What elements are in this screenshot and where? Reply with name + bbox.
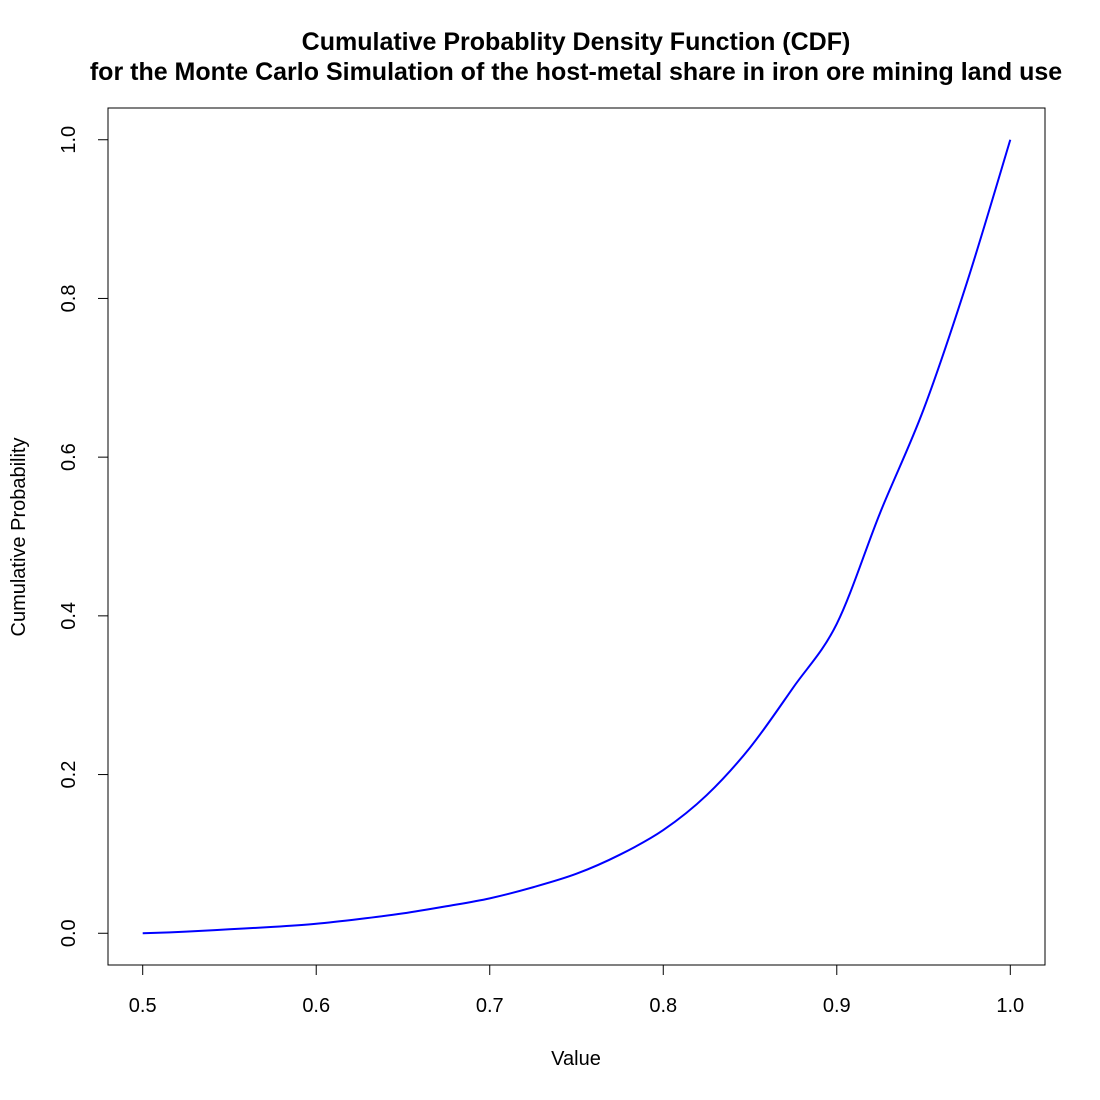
x-axis-title: Value bbox=[551, 1048, 601, 1070]
y-tick-label: 0.8 bbox=[58, 285, 80, 313]
y-axis-title: Cumulative Probability bbox=[8, 438, 30, 637]
x-tick-label: 0.5 bbox=[129, 995, 157, 1017]
y-axis: 0.0 0.2 0.4 0.6 0.8 1.0 bbox=[58, 126, 109, 947]
y-tick-label: 0.6 bbox=[58, 443, 80, 471]
x-tick-label: 0.7 bbox=[476, 995, 504, 1017]
y-tick-label: 0.0 bbox=[58, 919, 80, 947]
y-tick-label: 0.2 bbox=[58, 761, 80, 789]
chart-subtitle: for the Monte Carlo Simulation of the ho… bbox=[90, 58, 1062, 86]
x-tick-label: 0.8 bbox=[649, 995, 677, 1017]
cdf-line bbox=[142, 139, 1012, 935]
plot-frame bbox=[107, 107, 1046, 966]
y-tick-label: 1.0 bbox=[58, 126, 80, 154]
chart-title: Cumulative Probablity Density Function (… bbox=[302, 28, 851, 56]
x-tick-label: 0.9 bbox=[823, 995, 851, 1017]
y-tick-label: 0.4 bbox=[58, 602, 80, 630]
x-tick-label: 0.6 bbox=[302, 995, 330, 1017]
x-tick-label: 1.0 bbox=[996, 995, 1024, 1017]
x-axis: 0.5 0.6 0.7 0.8 0.9 1.0 bbox=[129, 964, 1024, 1017]
